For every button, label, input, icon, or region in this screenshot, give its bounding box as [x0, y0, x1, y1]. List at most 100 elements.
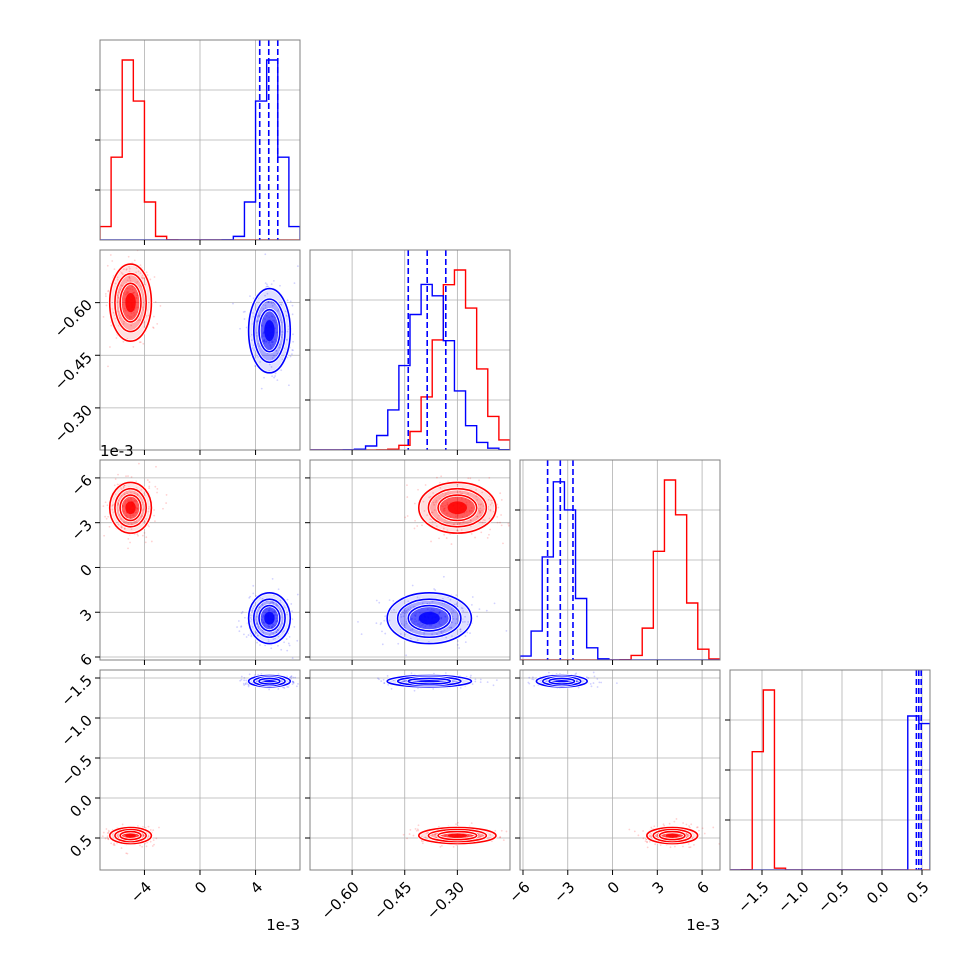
- scatter-point: [142, 825, 144, 828]
- scatter-point: [292, 676, 295, 679]
- scatter-point: [698, 829, 700, 832]
- scatter-point: [419, 621, 422, 624]
- scatter-point: [414, 615, 417, 618]
- scatter-point: [244, 683, 247, 686]
- scatter-point: [479, 835, 482, 838]
- scatter-point: [417, 829, 420, 832]
- scatter-point: [477, 509, 480, 512]
- scatter-point: [553, 680, 556, 683]
- scatter-point: [268, 625, 270, 628]
- scatter-point: [479, 511, 482, 514]
- scatter-point: [127, 521, 130, 524]
- scatter-point: [455, 823, 457, 826]
- scatter-point: [144, 541, 147, 544]
- scatter-point: [137, 270, 140, 273]
- scatter-point: [111, 505, 113, 507]
- scatter-point: [383, 682, 386, 684]
- scatter-point: [357, 620, 359, 623]
- scatter-point: [477, 503, 480, 506]
- x-tick-label: 0.0: [863, 878, 893, 908]
- scatter-point: [264, 340, 267, 343]
- scatter-point: [133, 291, 136, 294]
- scatter-point: [136, 280, 139, 283]
- scatter-point: [249, 595, 252, 598]
- panel-content: [730, 670, 930, 870]
- scatter-point: [104, 293, 107, 295]
- scatter-point: [433, 509, 436, 512]
- scatter-point: [446, 504, 449, 506]
- scatter-point: [273, 624, 276, 627]
- scatter-point: [266, 283, 268, 286]
- histogram-step: [730, 715, 930, 870]
- scatter-point: [107, 838, 110, 841]
- scatter-point: [417, 680, 419, 683]
- scatter-point: [469, 519, 472, 522]
- scatter-point: [270, 647, 273, 650]
- scatter-point: [404, 516, 407, 519]
- scatter-point: [488, 476, 491, 479]
- scatter-point: [689, 846, 692, 849]
- scatter-point: [414, 519, 416, 522]
- scatter-point: [124, 503, 127, 505]
- scatter-point: [648, 835, 651, 837]
- scatter-point: [471, 683, 474, 685]
- scatter-point: [598, 681, 601, 684]
- scatter-point: [250, 635, 253, 638]
- scatter-point: [124, 293, 127, 296]
- x-tick-label: −0.30: [423, 878, 468, 923]
- scatter-point: [270, 341, 273, 343]
- scatter-point: [107, 290, 109, 293]
- scatter-point: [654, 843, 657, 846]
- scatter-point: [122, 485, 125, 488]
- scatter-point: [412, 605, 415, 608]
- scatter-point: [491, 502, 493, 504]
- scatter-point: [152, 326, 154, 329]
- scatter-point: [134, 511, 137, 514]
- scatter-point: [476, 615, 479, 618]
- scatter-point: [438, 612, 441, 615]
- scatter-point: [405, 654, 408, 657]
- scatter-point: [289, 355, 292, 358]
- scatter-point: [431, 633, 433, 636]
- scatter-point: [239, 679, 242, 682]
- scatter-point: [493, 602, 496, 605]
- scatter-point: [262, 614, 265, 617]
- contour-line: [258, 604, 281, 632]
- scatter-point: [382, 678, 385, 681]
- scatter-point: [452, 617, 455, 620]
- scatter-point: [439, 845, 442, 848]
- scatter-point: [112, 843, 115, 846]
- scatter-point: [271, 626, 273, 629]
- scatter-point: [124, 501, 127, 503]
- scatter-point: [290, 603, 293, 605]
- scatter-point: [113, 484, 116, 487]
- scatter-point: [417, 824, 420, 827]
- scatter-point: [438, 621, 441, 623]
- scatter-point: [291, 313, 294, 316]
- scatter-point: [114, 282, 117, 285]
- scatter-point: [137, 504, 140, 507]
- scatter-point: [669, 846, 672, 849]
- scatter-point: [113, 268, 116, 271]
- scatter-point: [487, 498, 490, 501]
- scatter-point: [243, 679, 245, 682]
- scatter-point: [431, 600, 434, 603]
- scatter-point: [407, 600, 410, 603]
- scatter-point: [129, 517, 132, 520]
- scatter-point: [261, 603, 263, 606]
- scatter-point: [444, 615, 447, 618]
- scatter-point: [248, 673, 251, 676]
- contour-line: [417, 826, 497, 845]
- scatter-point: [135, 271, 138, 274]
- scatter-point: [262, 332, 264, 335]
- scatter-point: [450, 621, 453, 624]
- scatter-point: [430, 540, 432, 543]
- scatter-point: [408, 833, 411, 835]
- scatter-point: [142, 834, 144, 837]
- scatter-point: [127, 475, 129, 477]
- scatter-point: [471, 834, 473, 837]
- scatter-point: [393, 608, 395, 611]
- scatter-point: [291, 353, 293, 356]
- scatter-point: [252, 584, 255, 587]
- contour-line: [108, 263, 153, 343]
